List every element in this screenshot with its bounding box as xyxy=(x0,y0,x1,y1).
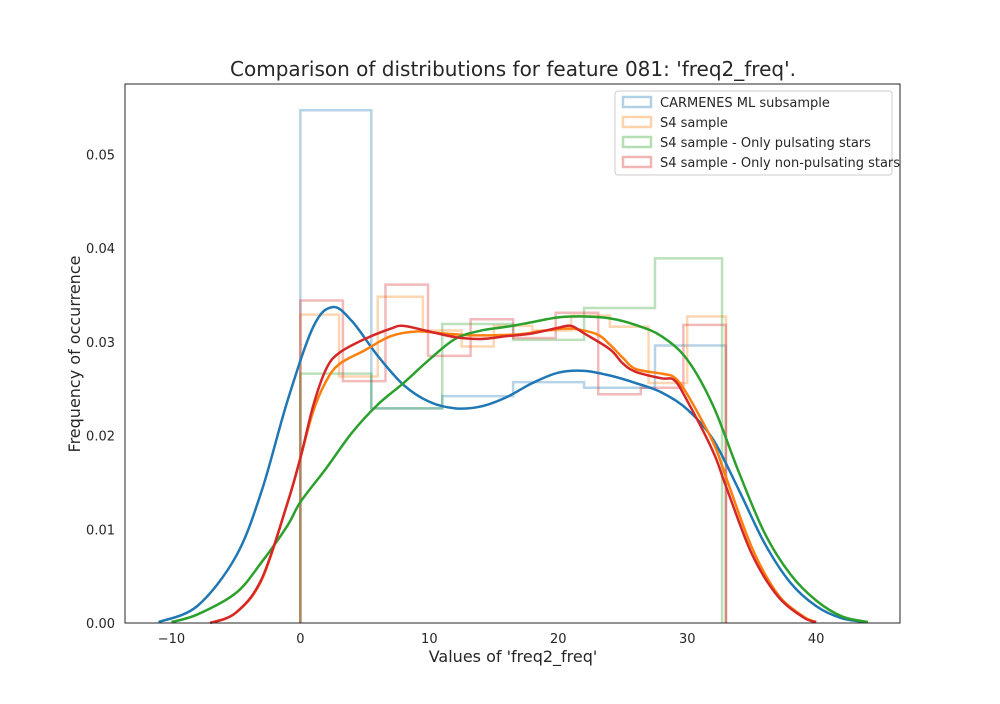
y-tick-label: 0.00 xyxy=(86,617,115,632)
chart-title: Comparison of distributions for feature … xyxy=(230,57,796,81)
x-axis-title: Values of 'freq2_freq' xyxy=(429,647,598,667)
x-tick-label: 30 xyxy=(679,632,696,647)
legend-entry-label: S4 sample - Only pulsating stars xyxy=(660,136,871,151)
histogram-series-3 xyxy=(299,283,728,623)
x-tick-label: 10 xyxy=(421,632,438,647)
legend-entry-label: CARMENES ML subsample xyxy=(660,96,830,111)
x-tick-label: 40 xyxy=(808,632,825,647)
tick-layer: −10 0 10 20 30 40 0.00 0.01 0.02 0.03 0.04 0.05 xyxy=(86,148,824,647)
legend-swatch xyxy=(621,135,653,149)
x-tick-label: −10 xyxy=(158,632,185,647)
x-tick-label: 0 xyxy=(296,632,304,647)
legend: CARMENES ML subsample S4 sample S4 sample … xyxy=(614,90,900,176)
y-tick-label: 0.04 xyxy=(86,242,115,257)
y-tick-label: 0.05 xyxy=(86,148,115,163)
y-tick-label: 0.01 xyxy=(86,523,115,538)
x-tick-label: 20 xyxy=(550,632,567,647)
legend-entry-label: S4 sample - Only non-pulsating stars xyxy=(660,156,900,171)
kde-line-series-0 xyxy=(158,305,868,624)
histogram-series-0 xyxy=(299,108,728,623)
legend-swatch xyxy=(621,155,653,169)
y-axis-title: Frequency of occurrence xyxy=(65,256,84,453)
kde-line-series-3 xyxy=(209,324,817,625)
legend-swatch xyxy=(621,95,653,109)
plot-layer xyxy=(124,83,901,625)
histogram-series-2 xyxy=(299,257,724,623)
legend-entry-label: S4 sample xyxy=(660,116,728,131)
plot-frame xyxy=(124,83,901,624)
kde-line-series-2 xyxy=(171,315,869,624)
y-tick-label: 0.02 xyxy=(86,430,115,445)
y-tick-label: 0.03 xyxy=(86,336,115,351)
legend-box xyxy=(614,90,893,176)
legend-swatch xyxy=(621,115,653,129)
